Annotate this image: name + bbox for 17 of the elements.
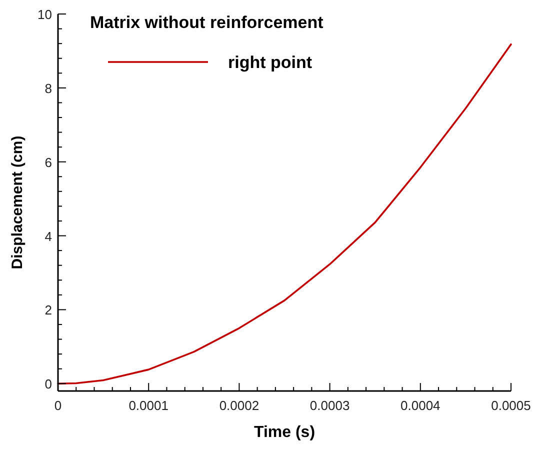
text: right point: [228, 53, 312, 72]
x-tick-label: 0: [54, 398, 62, 413]
line-series: [57, 43, 512, 385]
y-tick-label: 6: [44, 154, 52, 170]
x-tick-label: 0.0003: [310, 398, 350, 413]
chart-title: Matrix without reinforcement: [90, 13, 324, 32]
x-tick-label: 0.0001: [128, 398, 168, 413]
x-axis-title: Time (s): [254, 424, 316, 441]
y-tick-label: 0: [44, 376, 52, 392]
y-tick-label: 2: [44, 302, 52, 318]
x-tick-label: 0.0005: [491, 398, 531, 413]
y-tick-label: 8: [44, 80, 52, 96]
y-tick-label: 4: [44, 228, 52, 244]
x-tick-label: 0.0004: [400, 398, 440, 413]
y-axis-title: Displacement (cm): [9, 136, 26, 270]
x-tick-label: 0.0002: [219, 398, 260, 413]
y-tick-label: 10: [38, 7, 52, 22]
